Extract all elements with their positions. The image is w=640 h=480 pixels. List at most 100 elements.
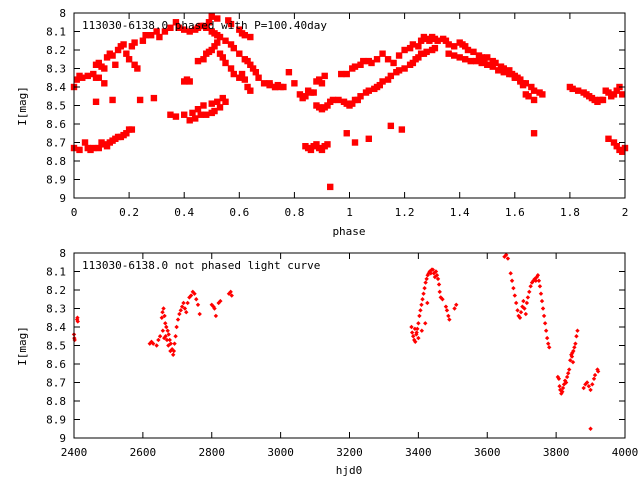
- unphased-data-point: [564, 374, 570, 380]
- unphased-y-tick-label: 8.9: [46, 414, 66, 427]
- unphased-x-tick-label: 3600: [474, 446, 501, 459]
- phased-data-point: [442, 37, 450, 44]
- unphased-data-point: [218, 298, 223, 304]
- phased-data-point: [528, 83, 535, 91]
- unphased-data-point: [570, 350, 575, 356]
- phased-data-point: [241, 76, 249, 83]
- unphased-y-tick-label: 8.2: [46, 284, 66, 297]
- unphased-data-point: [555, 374, 561, 380]
- phased-data-point: [574, 87, 582, 94]
- phased-data-point: [150, 94, 158, 102]
- phased-data-point: [467, 57, 474, 65]
- phased-data-point: [285, 69, 293, 76]
- unphased-data-point: [161, 306, 166, 311]
- phased-data-point: [610, 139, 618, 146]
- phased-data-point: [128, 43, 136, 50]
- unphased-data-point: [194, 297, 199, 302]
- unphased-data-point: [546, 341, 551, 346]
- phased-data-point: [357, 61, 364, 68]
- phased-y-tick-label: 8.7: [46, 137, 66, 150]
- unphased-data-point: [424, 276, 429, 282]
- phased-data-point: [192, 115, 199, 122]
- phased-data-point: [365, 87, 372, 94]
- unphased-data-point: [421, 291, 426, 296]
- phased-data-point: [73, 76, 80, 83]
- unphased-data-point: [419, 302, 424, 307]
- unphased-data-point: [75, 319, 80, 324]
- phased-data-point: [462, 43, 469, 50]
- unphased-data-point: [411, 334, 416, 339]
- phased-data-point: [384, 56, 392, 63]
- unphased-data-point: [433, 269, 439, 274]
- phased-data-point: [484, 54, 491, 61]
- phased-data-point: [95, 144, 102, 152]
- unphased-data-point: [228, 289, 233, 295]
- unphased-data-point: [532, 276, 537, 282]
- phased-x-tick-label: 0.8: [284, 206, 304, 219]
- unphased-data-point: [529, 280, 535, 285]
- unphased-data-point: [178, 308, 183, 313]
- unphased-data-point: [569, 354, 575, 359]
- unphased-data-point: [511, 285, 516, 291]
- phased-data-point: [244, 83, 251, 91]
- phased-data-point: [450, 43, 458, 50]
- unphased-data-point: [212, 306, 217, 311]
- phased-data-point: [219, 94, 226, 102]
- unphased-data-point: [595, 369, 601, 374]
- unphased-data-point: [430, 267, 436, 272]
- unphased-data-point: [557, 384, 562, 389]
- unphased-data-point: [537, 284, 543, 289]
- phased-data-point: [114, 46, 122, 54]
- unphased-data-point: [164, 337, 170, 343]
- phased-data-point: [530, 130, 538, 137]
- unphased-data-point: [437, 289, 442, 295]
- phased-data-point: [227, 20, 235, 28]
- phased-data-point: [216, 104, 224, 111]
- phased-data-point: [227, 41, 235, 48]
- unphased-data-point: [512, 293, 517, 298]
- phased-data-point: [274, 81, 282, 89]
- unphased-data-point: [520, 304, 525, 309]
- unphased-data-point: [195, 302, 201, 307]
- unphased-data-point: [409, 324, 414, 330]
- phased-data-point: [109, 52, 116, 59]
- phased-data-point: [200, 56, 207, 63]
- unphased-data-point: [419, 328, 425, 333]
- phased-data-point: [238, 70, 246, 78]
- phased-data-point: [307, 146, 315, 154]
- phased-data-point: [139, 37, 147, 44]
- phased-data-point: [373, 56, 381, 63]
- unphased-data-point: [558, 387, 563, 393]
- phased-data-point: [417, 37, 425, 44]
- phased-data-point: [390, 59, 397, 67]
- unphased-x-tick-label: 3000: [267, 446, 294, 459]
- unphased-data-point: [440, 297, 445, 302]
- phased-data-point: [230, 44, 237, 52]
- phased-data-point: [205, 19, 213, 26]
- phased-data-point: [450, 52, 458, 59]
- phased-y-tick-label: 8: [59, 7, 66, 20]
- unphased-data-point: [527, 289, 532, 295]
- phased-data-point: [387, 122, 395, 130]
- phased-data-point: [222, 59, 229, 67]
- phased-y-tick-label: 8.5: [46, 100, 66, 113]
- phased-data-point: [225, 17, 232, 24]
- unphased-data-point: [595, 367, 600, 372]
- unphased-data-point: [560, 389, 565, 394]
- phased-data-point: [387, 72, 395, 80]
- phased-data-point: [101, 65, 108, 72]
- phased-data-point: [197, 111, 204, 118]
- phased-data-point: [172, 19, 180, 26]
- unphased-data-point: [149, 339, 154, 344]
- phased-data-point: [161, 28, 169, 35]
- unphased-data-point: [523, 311, 529, 317]
- unphased-data-point: [213, 313, 219, 319]
- unphased-data-point: [75, 315, 80, 320]
- phased-data-point: [398, 126, 406, 133]
- unphased-data-point: [556, 376, 562, 381]
- unphased-data-point: [425, 300, 430, 306]
- unphased-data-point: [226, 291, 232, 296]
- phased-data-point: [318, 146, 326, 154]
- phased-data-point: [484, 61, 491, 68]
- phased-data-point: [395, 52, 403, 59]
